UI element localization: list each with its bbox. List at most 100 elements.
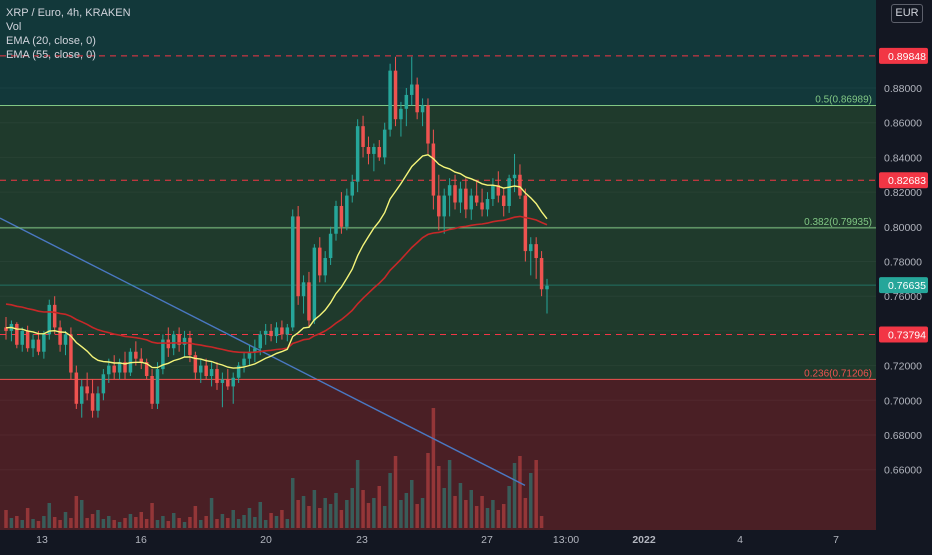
volume-bar	[339, 510, 344, 528]
volume-bar	[79, 500, 84, 528]
volume-bar	[15, 516, 19, 528]
price-tick-label: 0.66000	[884, 465, 922, 477]
candle-body	[290, 216, 295, 328]
volume-bar	[36, 521, 41, 528]
volume-bar	[123, 518, 127, 528]
candle-body	[96, 393, 100, 411]
candle-body	[545, 285, 549, 290]
candle-body	[431, 143, 436, 196]
candle-body	[209, 369, 214, 377]
volume-bar	[328, 504, 333, 528]
volume-bar	[296, 500, 300, 528]
volume-bar	[247, 508, 252, 528]
volume-bar	[155, 520, 160, 528]
volume-bar	[534, 460, 538, 528]
volume-bar	[496, 510, 501, 528]
candle-body	[74, 372, 79, 404]
volume-bar	[242, 515, 246, 528]
candle-body	[69, 334, 73, 373]
zone-upper	[0, 0, 876, 106]
volume-bar	[274, 516, 279, 528]
ema55-line	[5, 215, 548, 354]
volume-bar	[312, 490, 317, 528]
volume-bar	[280, 510, 284, 528]
volume-bar	[42, 516, 46, 528]
volume-bar	[334, 493, 338, 528]
candle-body	[161, 339, 165, 370]
volume-bar	[404, 493, 409, 528]
candle-body	[312, 247, 317, 321]
candle-body	[215, 369, 219, 383]
candle-body	[139, 358, 143, 363]
ema55-indicator-label[interactable]: EMA (55, close, 0)	[6, 49, 96, 61]
candle-body	[501, 195, 506, 206]
volume-bar	[393, 456, 398, 528]
candle-body	[458, 188, 463, 203]
volume-bar	[529, 473, 533, 528]
volume-bar	[507, 486, 511, 528]
volume-bar	[101, 519, 106, 528]
candle-body	[188, 337, 192, 356]
price-label: 0.76635	[888, 280, 926, 292]
ema20-indicator-label[interactable]: EMA (20, close, 0)	[6, 35, 96, 47]
candle-body	[512, 174, 517, 179]
volume-bar	[372, 498, 376, 528]
volume-bar	[307, 506, 311, 528]
volume-bar	[523, 498, 528, 528]
candle-body	[334, 205, 338, 234]
candle-body	[269, 330, 273, 337]
candle-body	[226, 379, 230, 387]
volume-bar	[518, 456, 522, 528]
candles	[4, 56, 549, 418]
candle-body	[485, 199, 490, 210]
volume-bar	[220, 514, 225, 528]
time-tick-label: 16	[135, 534, 147, 546]
volume-bar	[69, 518, 73, 528]
candle-body	[393, 70, 398, 120]
volume-bar	[58, 520, 62, 528]
candle-body	[447, 185, 452, 196]
volume-indicator-label[interactable]: Vol	[6, 21, 22, 33]
volume-bar	[491, 500, 495, 528]
volume-bar	[415, 504, 419, 528]
candle-body	[42, 334, 46, 352]
volume-bars	[4, 408, 544, 528]
candle-body	[437, 195, 441, 217]
candle-body	[296, 216, 300, 297]
time-tick-label: 13	[36, 534, 48, 546]
time-tick-label: 20	[260, 534, 272, 546]
volume-bar	[112, 520, 116, 528]
currency-badge[interactable]: EUR	[891, 4, 923, 23]
candle-body	[253, 348, 257, 352]
price-label-bg	[879, 277, 928, 294]
candle-body	[134, 351, 138, 359]
volume-bar	[107, 516, 111, 528]
candle-body	[15, 323, 19, 345]
price-labels: 0.89848 0.82683 0.76635 0.73794	[879, 47, 928, 343]
volume-bar	[431, 408, 436, 528]
candle-body	[193, 355, 198, 373]
candle-body	[274, 327, 279, 337]
candle-body	[171, 334, 176, 349]
candle-body	[204, 365, 208, 377]
volume-bar	[447, 460, 452, 528]
price-label-bg	[879, 172, 928, 189]
symbol-title[interactable]: XRP / Euro, 4h, KRAKEN	[6, 7, 131, 19]
candle-body	[47, 304, 52, 335]
candle-body	[263, 330, 268, 335]
candle-body	[507, 178, 511, 206]
volume-bar	[199, 520, 203, 528]
chart-legend: XRP / Euro, 4h, KRAKEN Vol EMA (20, clos…	[6, 6, 131, 62]
volume-bar	[480, 496, 484, 528]
volume-bar	[453, 496, 457, 528]
candle-body	[177, 334, 181, 345]
volume-bar	[63, 512, 68, 528]
zone-lower	[0, 379, 876, 530]
candle-body	[350, 181, 354, 196]
fib-label: 0.382(0.79935)	[804, 217, 872, 228]
candle-body	[25, 330, 30, 349]
volume-bar	[318, 508, 322, 528]
candle-body	[112, 365, 116, 373]
